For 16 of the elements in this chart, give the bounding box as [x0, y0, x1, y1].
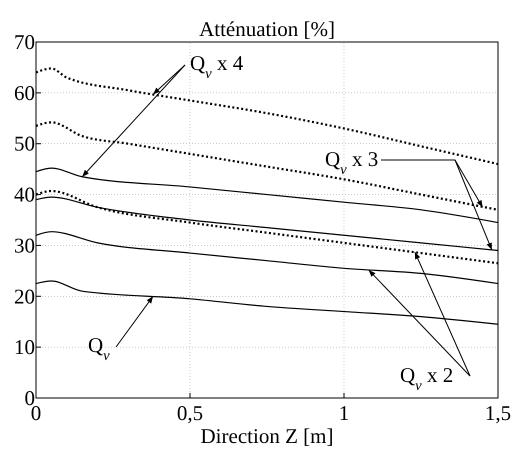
x-tick-label: 0,5 [176, 401, 204, 425]
x-tick-label: 1,5 [484, 401, 512, 425]
chart-title: Atténuation [%] [199, 17, 335, 41]
y-tick-label: 10 [14, 335, 35, 360]
y-tick-label: 20 [14, 284, 35, 308]
y-tick-label: 70 [14, 30, 35, 54]
y-tick-label: 60 [14, 80, 35, 105]
y-tick-label: 40 [14, 182, 35, 207]
x-axis-title: Direction Z [m] [200, 424, 334, 448]
x-tick-label: 1 [338, 401, 350, 425]
annotation: Q$_{v}$ x 4 [190, 51, 244, 82]
annotation: Q$_{v}$ [88, 333, 110, 364]
annotation: Q$_{v}$ x 2 [400, 363, 454, 394]
y-tick-label: 30 [14, 233, 35, 258]
annotation: Q$_{v}$ x 3 [325, 147, 378, 178]
y-tick-label: 50 [14, 132, 35, 156]
